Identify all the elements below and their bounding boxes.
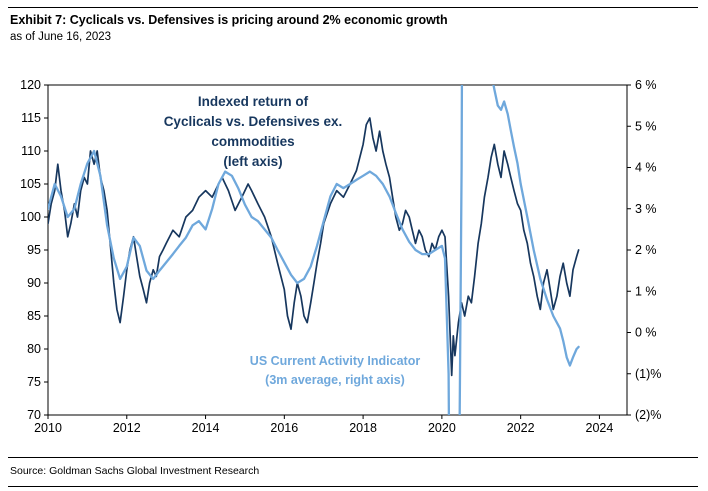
x-axis-tick-label: 2020 bbox=[428, 421, 456, 435]
left-axis-tick-label: 90 bbox=[27, 276, 41, 290]
right-axis-tick-label: (2)% bbox=[635, 408, 661, 422]
right-axis-tick-label: 0 % bbox=[635, 326, 657, 340]
source-note: Source: Goldman Sachs Global Investment … bbox=[10, 465, 260, 477]
right-axis-tick-label: 3 % bbox=[635, 202, 657, 216]
right-axis-tick-label: (1)% bbox=[635, 367, 661, 381]
x-axis-tick-label: 2012 bbox=[113, 421, 141, 435]
left-axis-tick-label: 120 bbox=[20, 78, 41, 92]
left-axis-tick-label: 75 bbox=[27, 375, 41, 389]
left-axis-tick-label: 115 bbox=[21, 111, 41, 125]
right-axis-tick-label: 1 % bbox=[635, 284, 657, 298]
exhibit-subtitle: as of June 16, 2023 bbox=[10, 31, 112, 43]
left-axis-tick-label: 70 bbox=[27, 408, 41, 422]
footer-bottom-rule bbox=[8, 486, 698, 487]
x-axis-tick-label: 2016 bbox=[270, 421, 298, 435]
x-axis-tick-label: 2018 bbox=[349, 421, 377, 435]
left-axis-tick-label: 110 bbox=[21, 144, 41, 158]
x-axis-tick-label: 2014 bbox=[192, 421, 220, 435]
us-cai-line bbox=[48, 85, 580, 415]
right-axis-tick-label: 2 % bbox=[635, 243, 657, 257]
x-axis-tick-label: 2024 bbox=[586, 421, 614, 435]
annotation-cyclicals-vs-defensives: Indexed return of Cyclicals vs. Defensiv… bbox=[163, 94, 343, 169]
top-rule bbox=[8, 7, 698, 8]
left-axis-tick-label: 95 bbox=[27, 243, 41, 257]
footer-top-rule bbox=[8, 457, 698, 458]
cyclicals-vs-defensives-line bbox=[48, 117, 580, 377]
left-axis-tick-label: 80 bbox=[27, 342, 41, 356]
right-axis-tick-label: 6 % bbox=[635, 78, 657, 92]
annotation-us-current-activity-indicator: US Current Activity Indicator (3m averag… bbox=[249, 354, 421, 387]
left-axis-tick-label: 85 bbox=[27, 309, 41, 323]
x-axis-tick-label: 2010 bbox=[34, 421, 62, 435]
right-axis-tick-label: 5 % bbox=[635, 119, 657, 133]
exhibit-title: Exhibit 7: Cyclicals vs. Defensives is p… bbox=[10, 13, 448, 27]
left-axis-tick-label: 105 bbox=[20, 177, 41, 191]
left-axis-tick-label: 100 bbox=[20, 210, 41, 224]
right-axis-tick-label: 4 % bbox=[635, 161, 657, 175]
x-axis-tick-label: 2022 bbox=[507, 421, 535, 435]
